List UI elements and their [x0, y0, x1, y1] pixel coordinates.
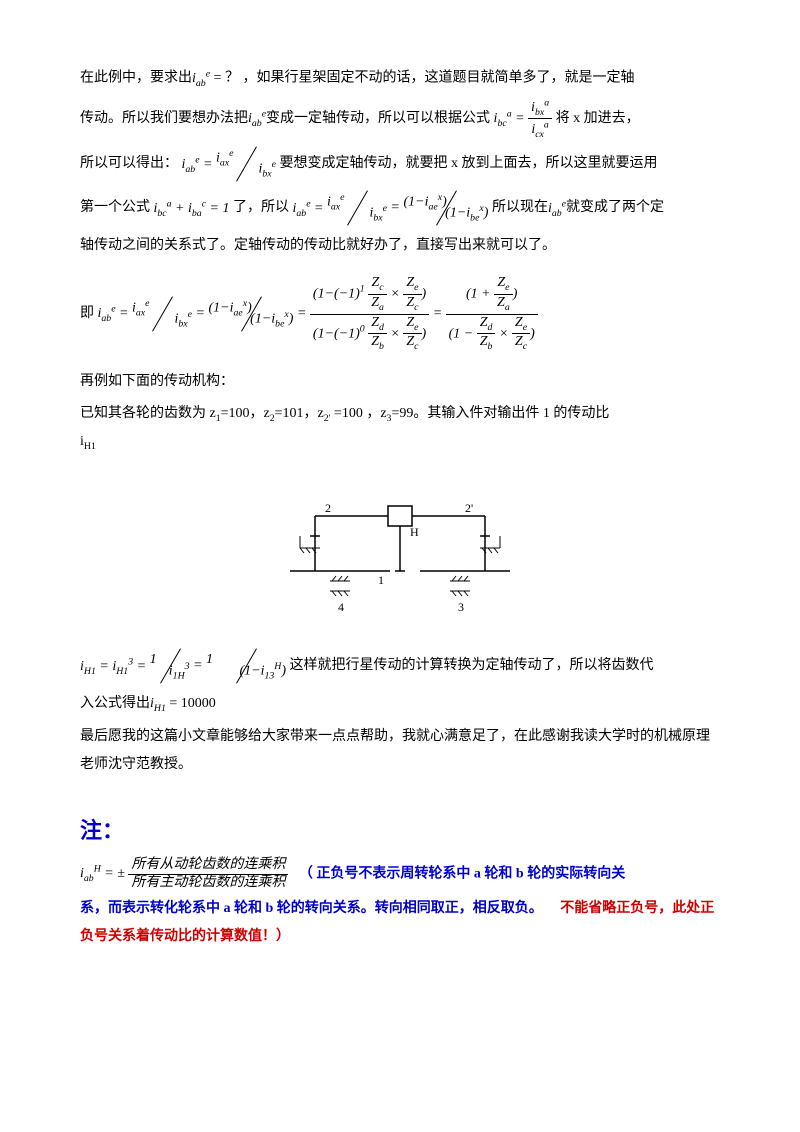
para8: 已知其各轮的齿数为 z1=100，z2=101，z2' =100 ，z3=99。… [80, 400, 720, 457]
para4: 第一个公式 ibca + ibac = 1 了，所以 iabe = iaxeib… [80, 188, 720, 228]
note-body2: 系，而表示转化轮系中 a 轮和 b 轮的转向关系。转向相同取正，相反取负。 不能… [80, 895, 720, 951]
svg-text:2: 2 [325, 501, 331, 515]
para9: iH1 = iH13 = 1i1H3 = 1(1−i13H) 这样就把行星传动的… [80, 646, 720, 686]
gear-diagram: 2 2' H 1 4 3 [270, 476, 530, 626]
para1: 在此例中，要求出iabe = ？ ，如果行星架固定不动的话，这道题目就简单多了，… [80, 64, 720, 93]
svg-text:1: 1 [378, 573, 384, 587]
note-heading: 注： [80, 809, 720, 853]
para10: 入公式得出iH1 = 10000 [80, 690, 720, 718]
para11: 最后愿我的这篇小文章能够给大家带来一点点帮助，我就心满意足了，在此感谢我读大学时… [80, 723, 720, 779]
note-body: iabH = ± 所有从动轮齿数的连乘积所有主动轮齿数的连乘积 （ 正负号不表示… [80, 857, 720, 892]
svg-text:3: 3 [458, 600, 464, 614]
eq-main: 即 iabe = iaxeibxe = (1−iaex)(1−ibex) = (… [80, 275, 720, 352]
svg-text:4: 4 [338, 600, 344, 614]
svg-text:2': 2' [465, 501, 473, 515]
para5: 轴传动之间的关系式了。定轴传动的传动比就好办了，直接写出来就可以了。 [80, 232, 720, 260]
para7: 再例如下面的传动机构： [80, 368, 720, 396]
para3: 所以可以得出： iabe = iaxeibxe 要想变成定轴传动，就要把 x 放… [80, 144, 720, 184]
para2: 传动。所以我们要想办法把iabe变成一定轴传动，所以可以根据公式 ibca = … [80, 97, 720, 140]
svg-text:H: H [410, 525, 419, 539]
